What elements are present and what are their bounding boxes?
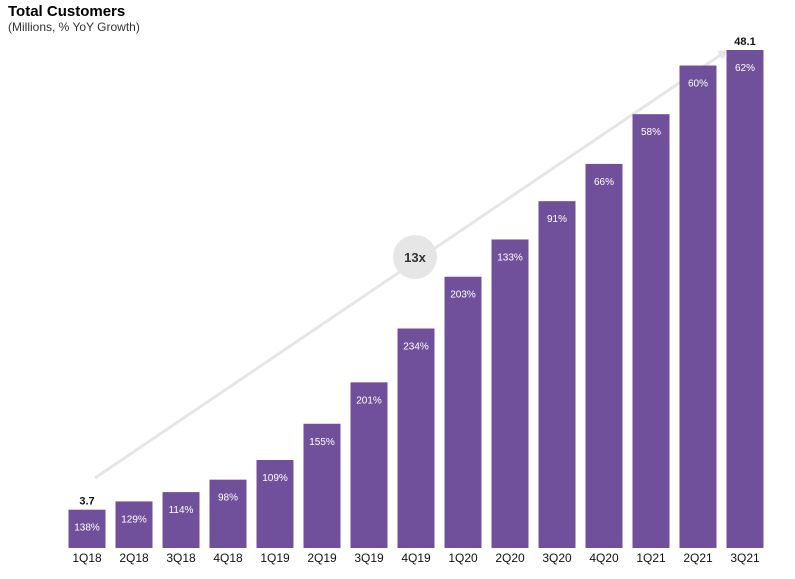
growth-label: 114% [169,505,194,516]
multiplier-label: 13x [404,250,426,265]
growth-label: 129% [121,514,147,525]
bar [115,501,153,548]
growth-label: 234% [403,342,429,353]
growth-label: 60% [688,79,708,90]
bar [491,239,529,548]
category-tick-label: 1Q20 [448,551,478,565]
growth-label: 66% [594,177,614,188]
bar [632,114,670,548]
bar [538,201,576,548]
category-tick-label: 1Q18 [72,551,102,565]
category-tick-label: 1Q19 [260,551,290,565]
bar [679,65,717,548]
category-tick-label: 3Q19 [354,551,384,565]
category-tick-label: 2Q18 [119,551,149,565]
growth-label: 109% [262,473,288,484]
bar [585,163,623,548]
bar [350,382,388,548]
value-label: 3.7 [79,496,94,508]
chart-subtitle: (Millions, % YoY Growth) [8,20,140,34]
multiplier-badge [393,235,437,279]
growth-label: 91% [547,214,567,225]
category-tick-label: 1Q21 [636,551,666,565]
bar [726,50,764,548]
growth-label: 98% [218,493,238,504]
bar [68,509,106,548]
value-label: 48.1 [734,36,755,48]
growth-label: 201% [356,395,382,406]
bar [209,479,247,548]
growth-label: 203% [450,290,476,301]
category-tick-label: 3Q18 [166,551,196,565]
bars-layer [68,50,764,548]
category-tick-label: 3Q20 [542,551,572,565]
category-tick-label: 2Q20 [495,551,525,565]
labels-layer: 138% 1Q18 129% 2Q18 114% 3Q18 98% 4Q18 109% 1Q19 1… [72,36,760,565]
growth-label: 58% [641,127,661,138]
bar [444,276,482,548]
growth-label: 62% [735,63,755,74]
category-tick-label: 2Q19 [307,551,337,565]
bar [397,328,435,548]
category-tick-label: 2Q21 [683,551,713,565]
growth-label: 138% [74,523,100,534]
category-tick-label: 3Q21 [730,551,760,565]
category-tick-label: 4Q18 [213,551,243,565]
bar [256,459,294,548]
growth-label: 155% [309,437,335,448]
category-tick-label: 4Q20 [589,551,619,565]
category-tick-label: 4Q19 [401,551,431,565]
growth-label: 133% [497,252,523,263]
chart-title: Total Customers [8,3,126,20]
bar [303,423,341,548]
bar [162,492,200,548]
